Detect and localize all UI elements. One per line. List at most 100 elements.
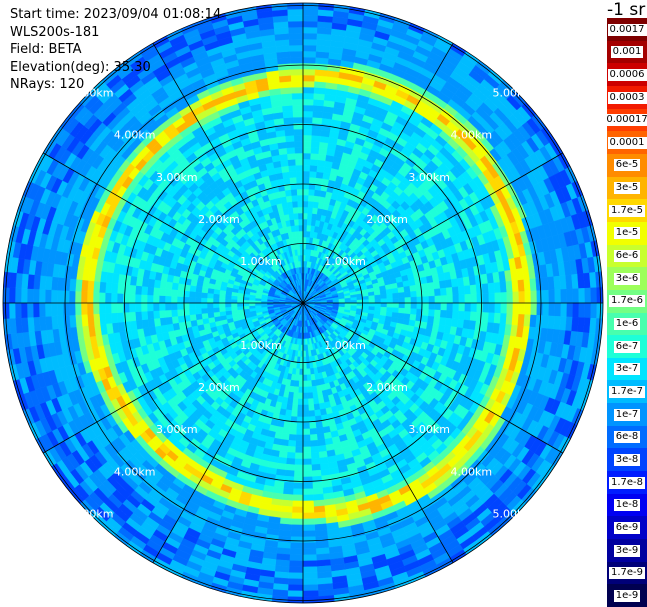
range-gate-cell — [20, 288, 28, 304]
range-gate-cell — [302, 566, 318, 574]
range-gate-cell — [152, 310, 161, 319]
range-gate-cell — [293, 386, 299, 394]
range-gate-cell — [159, 317, 167, 326]
range-gate-cell — [302, 404, 309, 412]
range-gate-cell — [288, 566, 304, 574]
range-gate-cell — [302, 452, 312, 460]
range-gate-cell — [286, 451, 296, 460]
range-gate-cell — [380, 293, 388, 300]
range-gate-cell — [403, 285, 411, 293]
range-gate-cell — [302, 218, 308, 226]
range-gate-cell — [288, 560, 304, 568]
range-gate-cell — [302, 368, 307, 376]
range-gate-cell — [368, 302, 376, 307]
range-gate-cell — [302, 80, 315, 88]
range-gate-cell — [313, 403, 321, 411]
range-gate-cell — [309, 422, 317, 430]
range-gate-cell — [302, 98, 314, 106]
range-gate-cell — [87, 313, 95, 326]
range-gate-cell — [374, 298, 382, 304]
range-gate-cell — [457, 310, 465, 321]
range-gate-cell — [50, 289, 58, 304]
range-gate-cell — [302, 422, 310, 430]
range-gate-cell — [282, 487, 294, 495]
range-gate-cell — [302, 176, 310, 184]
range-gate-cell — [500, 302, 508, 314]
range-gate-cell — [440, 310, 448, 319]
range-gate-cell — [475, 311, 483, 323]
range-gate-cell — [189, 314, 197, 322]
range-gate-cell — [287, 445, 296, 454]
range-gate-cell — [224, 306, 232, 312]
range-gate-cell — [297, 404, 304, 412]
range-gate-cell — [302, 38, 318, 46]
range-gate-cell — [279, 517, 292, 525]
range-gate-cell — [307, 200, 314, 208]
range-gate-cell — [302, 518, 315, 526]
range-gate-cell — [310, 445, 319, 454]
range-gate-cell — [488, 302, 496, 314]
range-gate-cell — [421, 283, 429, 291]
range-gate-cell — [494, 292, 502, 304]
range-gate-cell — [295, 428, 304, 436]
range-gate-cell — [386, 307, 394, 313]
range-gate-cell — [302, 146, 312, 154]
range-gate-cell — [224, 298, 232, 304]
range-gate-cell — [524, 302, 532, 316]
range-gate-cell — [134, 293, 142, 304]
range-gate-cell — [302, 230, 307, 238]
range-gate-cell — [311, 463, 321, 471]
range-gate-cell — [129, 284, 137, 295]
range-gate-cell — [470, 293, 478, 304]
range-gate-cell — [422, 296, 430, 304]
range-gate-cell — [291, 512, 304, 520]
range-gate-cell — [307, 398, 314, 406]
range-gate-cell — [140, 302, 148, 312]
range-gate-cell — [308, 188, 316, 196]
range-gate-cell — [464, 302, 472, 313]
range-gate-cell — [427, 315, 435, 324]
range-gate-cell — [488, 292, 496, 304]
range-gate-cell — [554, 289, 562, 304]
range-gate-cell — [289, 542, 304, 550]
range-gate-cell — [302, 488, 314, 496]
range-gate-cell — [379, 289, 387, 296]
range-gate-cell — [487, 282, 495, 294]
range-gate-cell — [523, 278, 531, 292]
range-gate-cell — [32, 288, 40, 304]
range-gate-cell — [98, 292, 106, 304]
range-gate-cell — [518, 291, 526, 304]
range-gate-cell — [104, 302, 112, 314]
range-gate-cell — [81, 314, 89, 327]
range-gate-cell — [302, 26, 318, 34]
range-gate-cell — [542, 289, 550, 304]
range-gate-cell — [310, 141, 321, 149]
range-gate-cell — [117, 283, 125, 294]
range-gate-cell — [315, 171, 324, 179]
range-gate-cell — [75, 278, 83, 292]
range-gate-cell — [434, 309, 442, 318]
range-gate-cell — [288, 428, 297, 436]
range-gate-cell — [128, 293, 136, 304]
range-gate-cell — [194, 308, 202, 315]
range-gate-cell — [296, 422, 304, 430]
range-gate-cell — [294, 452, 304, 460]
range-gate-cell — [123, 311, 131, 323]
range-gate-cell — [302, 32, 318, 40]
range-gate-cell — [206, 297, 214, 304]
range-gate-cell — [578, 288, 586, 304]
range-gate-cell — [404, 297, 412, 304]
range-gate-cell — [287, 590, 304, 598]
range-gate-cell — [392, 292, 400, 299]
range-gate-cell — [302, 122, 313, 130]
range-gate-cell — [302, 140, 312, 148]
range-gate-cell — [206, 302, 214, 309]
range-gate-cell — [92, 291, 100, 304]
range-gate-cell — [116, 293, 124, 304]
range-gate-cell — [314, 409, 322, 417]
range-gate-cell — [285, 457, 296, 465]
range-gate-cell — [312, 111, 324, 119]
range-gate-cell — [499, 313, 507, 325]
range-gate-cell — [188, 302, 196, 310]
range-gate-cell — [294, 458, 304, 466]
